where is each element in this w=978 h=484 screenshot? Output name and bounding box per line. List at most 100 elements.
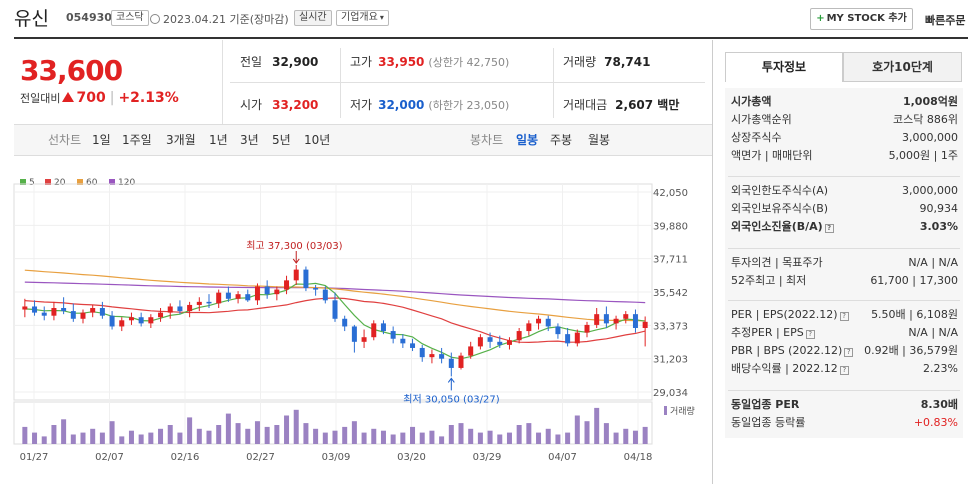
change-value: 700 [76, 90, 106, 106]
help-icon[interactable]: ? [844, 348, 854, 357]
x-tick-label: 02/16 [171, 452, 200, 463]
candle-body [332, 300, 338, 319]
mystock-label: MY STOCK 추가 [826, 13, 907, 24]
period-1w[interactable]: 1주일 [122, 133, 152, 147]
header-divider [14, 37, 968, 39]
candle-body [119, 320, 125, 327]
candle-body [70, 311, 76, 319]
candle-body [313, 288, 319, 290]
company-info-dropdown[interactable]: 기업개요 ▾ [336, 10, 389, 26]
candle-body [477, 337, 483, 347]
candle-body [468, 346, 474, 356]
help-icon[interactable]: ? [824, 224, 834, 233]
help-icon[interactable]: ? [805, 330, 815, 339]
volume-bar [506, 432, 512, 444]
price-chart[interactable]: 42,050 39,880 37,711 35,542 33,373 31,203 29,0… [0, 0, 712, 484]
period-1d[interactable]: 1일 [92, 133, 111, 147]
candle-body [90, 308, 96, 313]
candle-body [80, 312, 86, 319]
info-row: 52주최고 | 최저 61,700 | 17,300 [731, 273, 958, 289]
high-annotation: 최고 37,300 (03/03) [246, 240, 342, 252]
volume-bar [245, 428, 251, 444]
candle-body [603, 314, 609, 324]
volume-bar [225, 413, 231, 444]
candle-body [293, 269, 299, 281]
info-row-label: PER | EPS(2022.12)? [731, 307, 849, 323]
realtime-button[interactable]: 실시간 [294, 10, 332, 26]
volume-legend-swatch [664, 406, 667, 415]
info-row-value: 5.50배 | 6,108원 [871, 308, 958, 321]
legend-swatch [109, 179, 115, 185]
info-row-value: 5,000원 | 1주 [888, 149, 958, 162]
volume-bar [196, 428, 202, 444]
chevron-down-icon: ▾ [379, 13, 384, 22]
candle-body [458, 355, 464, 368]
period-5y[interactable]: 5년 [272, 133, 291, 147]
panel-separator [728, 390, 960, 391]
volume-bar [497, 434, 503, 444]
candle-body [419, 347, 425, 358]
info-row-label: 액면가 | 매매단위 [731, 149, 813, 162]
period-3m[interactable]: 3개월 [166, 133, 196, 147]
candle-body [32, 306, 38, 313]
volume-bar [322, 432, 328, 444]
investment-info-panel [725, 88, 963, 438]
candle-body [322, 289, 328, 301]
help-icon[interactable]: ? [839, 366, 849, 375]
info-row: 동일업종 등락률 +0.83% [731, 415, 958, 431]
volume-bar [516, 425, 522, 444]
candle-body [632, 314, 638, 328]
info-row-value: N/A | N/A [908, 326, 958, 339]
volume-bar [439, 436, 445, 444]
candle-body [574, 332, 580, 344]
info-row-label: PBR | BPS (2022.12)? [731, 343, 854, 359]
candle-daily[interactable]: 일봉 [516, 133, 539, 147]
candle-monthly[interactable]: 월봉 [588, 133, 611, 147]
y-tick-label: 35,542 [653, 288, 688, 299]
stat-amount-label: 거래대금 [563, 98, 608, 112]
x-tick-label: 04/07 [548, 452, 577, 463]
tab-investment-info[interactable]: 투자정보 [725, 52, 843, 82]
tab-quote-10[interactable]: 호가10단계 [843, 52, 962, 82]
stat-open-value: 33,200 [272, 98, 319, 112]
info-row-label: 추정PER | EPS? [731, 325, 815, 341]
price-change: 전일대비 700 | +2.13% [20, 90, 179, 106]
x-tick-label: 02/27 [246, 452, 275, 463]
volume-bar [128, 430, 134, 444]
low-arrow-head [447, 377, 455, 383]
period-3y[interactable]: 3년 [240, 133, 259, 147]
candle-body [264, 286, 270, 295]
info-row: 액면가 | 매매단위 5,000원 | 1주 [731, 148, 958, 164]
candle-weekly[interactable]: 주봉 [550, 133, 573, 147]
info-row: 외국인한도주식수(A) 3,000,000 [731, 183, 958, 199]
candle-body [61, 308, 67, 312]
y-tick-label: 42,050 [653, 188, 688, 199]
period-10y[interactable]: 10년 [304, 133, 331, 147]
period-1y[interactable]: 1년 [209, 133, 228, 147]
volume-bar [574, 415, 580, 444]
candle-body [390, 331, 396, 339]
info-row-label: 투자의견 | 목표주가 [731, 256, 823, 269]
base-date-text: 2023.04.21 기준(장마감) [163, 13, 289, 26]
candle-body [51, 308, 57, 316]
info-row: 추정PER | EPS? N/A | N/A [731, 325, 958, 341]
volume-bar [80, 432, 86, 444]
volume-bar [361, 432, 367, 444]
volume-bar [109, 421, 115, 444]
info-row-value: 2.23% [923, 362, 958, 375]
volume-bar [90, 428, 96, 444]
volume-bar [177, 432, 183, 444]
volume-bar [477, 432, 483, 444]
candle-body [342, 318, 348, 327]
volume-bar [187, 417, 193, 444]
volume-bar [167, 425, 173, 444]
help-icon[interactable]: ? [839, 312, 849, 321]
stat-prev-value: 32,900 [272, 55, 319, 69]
quick-order-link[interactable]: 빠른주문 [925, 14, 966, 27]
legend-ma120: 120 [109, 178, 135, 188]
info-row-label: 배당수익률 | 2022.12? [731, 361, 849, 377]
mystock-add-button[interactable]: + MY STOCK 추가 [810, 8, 913, 30]
volume-bar [632, 430, 638, 444]
candle-body [109, 315, 115, 327]
volume-bar [148, 432, 154, 444]
